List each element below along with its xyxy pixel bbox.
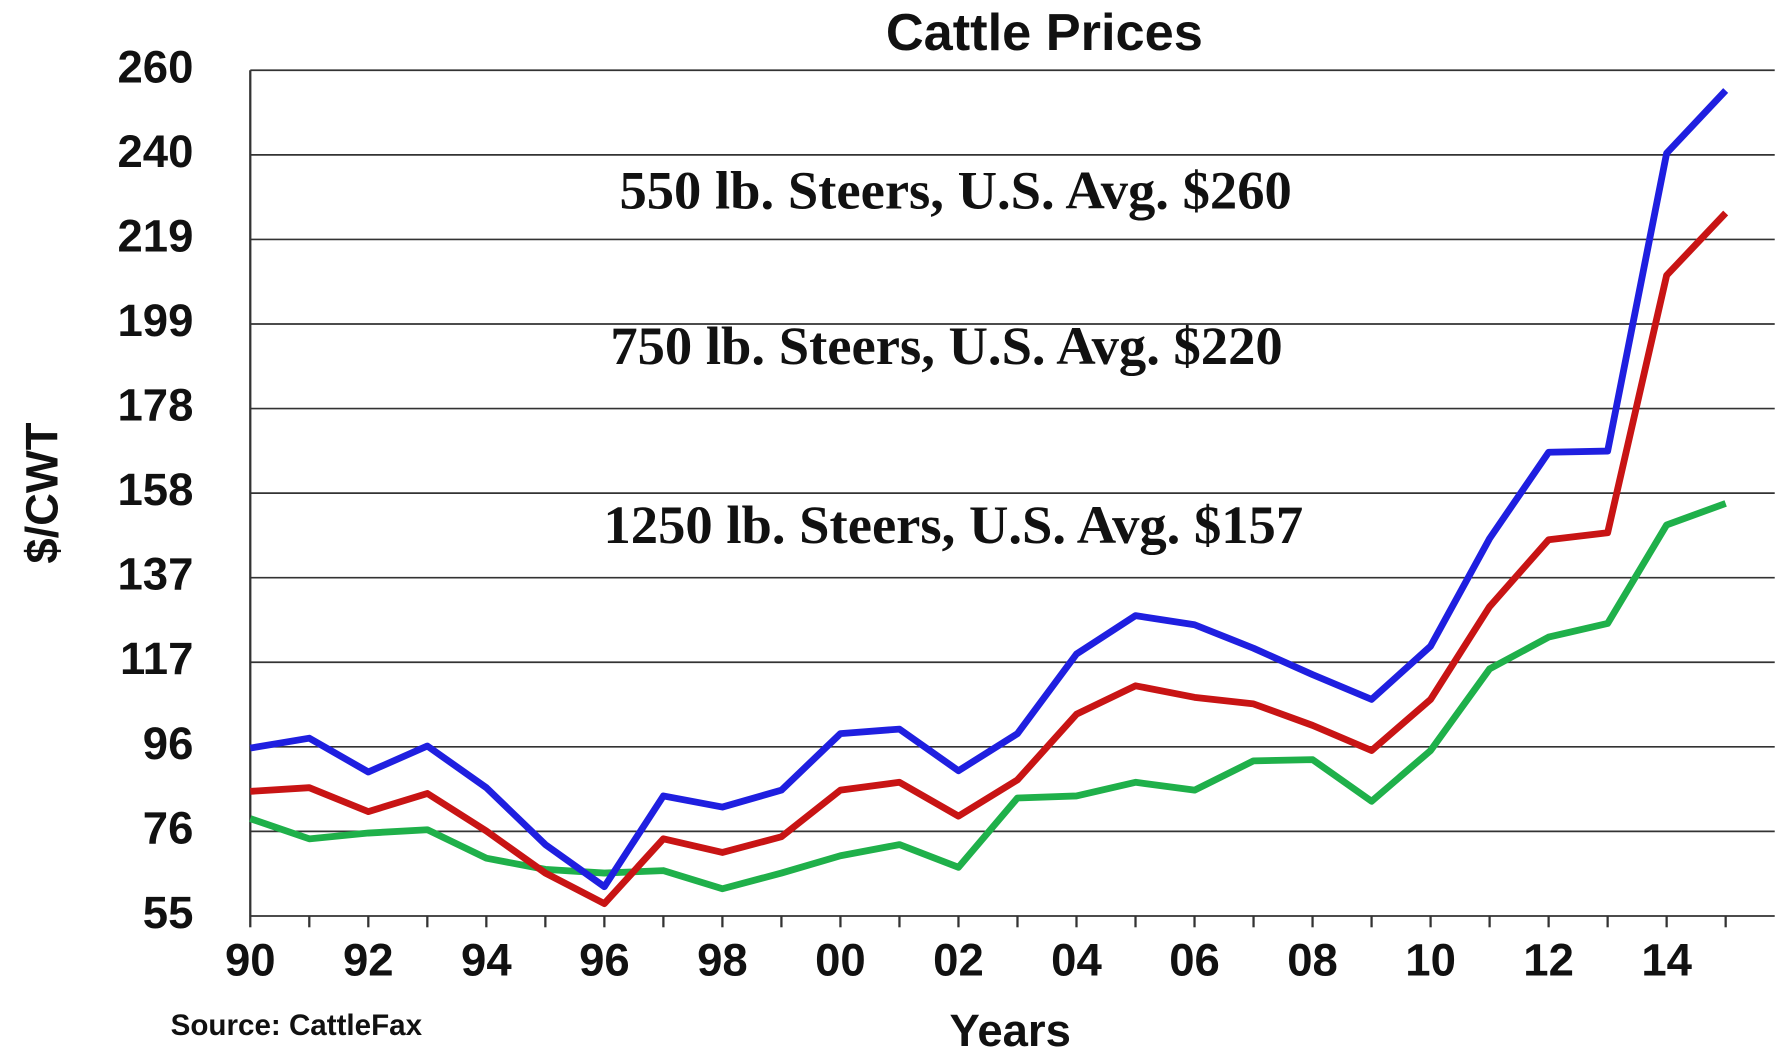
x-tick-label: 10 bbox=[1405, 935, 1456, 986]
y-axis-label: $/CWT bbox=[16, 422, 67, 563]
x-tick-label: 08 bbox=[1287, 935, 1338, 986]
data-line bbox=[249, 500, 1727, 893]
x-tick-label: 94 bbox=[461, 935, 512, 986]
y-tick-label: 240 bbox=[117, 126, 193, 177]
x-tick-label: 04 bbox=[1051, 935, 1102, 986]
annotation: 1250 lb. Steers, U.S. Avg. $157 bbox=[604, 494, 1304, 555]
data-line bbox=[250, 210, 1729, 907]
x-tick-label: 00 bbox=[815, 935, 866, 986]
y-tick-label: 199 bbox=[117, 295, 193, 346]
x-tick-label: 96 bbox=[579, 935, 630, 986]
y-tick-label: 55 bbox=[143, 887, 194, 938]
x-tick-label: 06 bbox=[1169, 935, 1220, 986]
x-tick-label: 02 bbox=[933, 935, 984, 986]
x-tick-label: 98 bbox=[697, 935, 748, 986]
source-note: Source: CattleFax bbox=[171, 1009, 423, 1042]
y-tick-label: 260 bbox=[117, 41, 193, 92]
annotation: 750 lb. Steers, U.S. Avg. $220 bbox=[610, 315, 1282, 376]
y-tick-label: 96 bbox=[143, 718, 194, 769]
chart-title: Cattle Prices bbox=[886, 4, 1203, 62]
x-tick-label: 90 bbox=[225, 935, 276, 986]
y-tick-label: 219 bbox=[117, 210, 193, 261]
y-tick-label: 76 bbox=[143, 802, 194, 853]
annotation: 550 lb. Steers, U.S. Avg. $260 bbox=[619, 160, 1291, 221]
y-tick-label: 158 bbox=[117, 464, 193, 515]
data-line bbox=[249, 88, 1729, 891]
x-tick-label: 14 bbox=[1641, 935, 1692, 986]
y-tick-label: 137 bbox=[117, 549, 193, 600]
y-tick-label: 178 bbox=[117, 380, 193, 431]
x-tick-label: 92 bbox=[343, 935, 394, 986]
x-tick-label: 12 bbox=[1523, 935, 1574, 986]
y-tick-label: 117 bbox=[120, 633, 193, 684]
x-axis-label: Years bbox=[950, 1005, 1071, 1052]
